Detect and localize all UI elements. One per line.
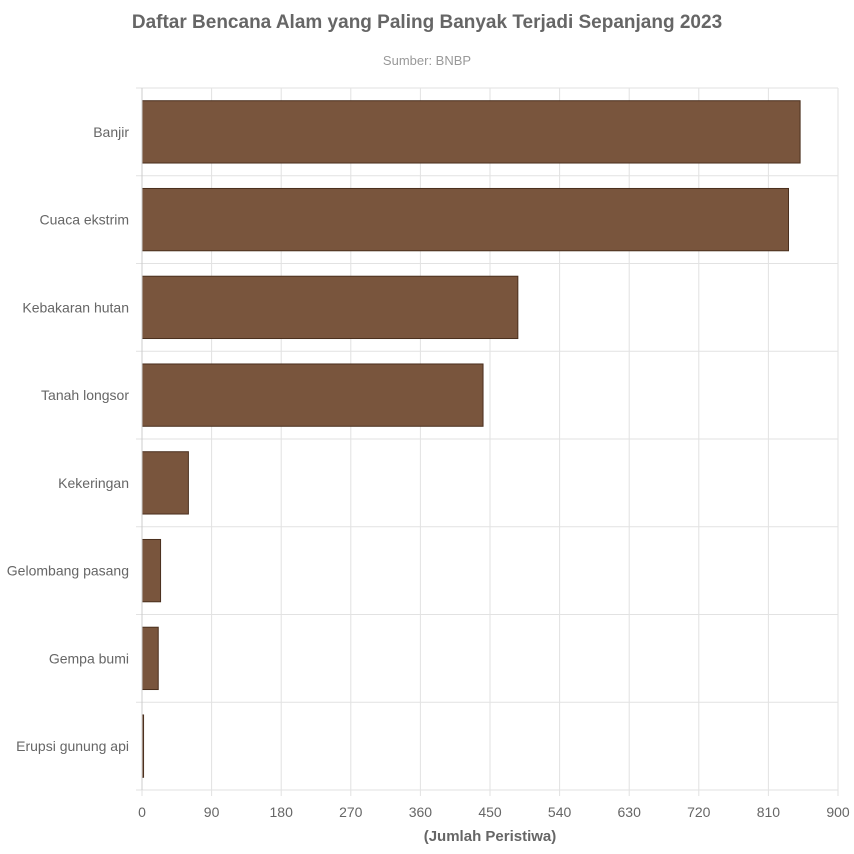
chart-title: Daftar Bencana Alam yang Paling Banyak T…: [131, 12, 723, 33]
y-tick-label-5: Gelombang pasang: [7, 563, 129, 579]
bar-1[interactable]: [141, 187, 790, 252]
chart-subtitle: Sumber: BNBP: [382, 53, 472, 68]
y-tick-label-1: Cuaca ekstrim: [40, 212, 129, 228]
x-axis-label: (Jumlah Peristiwa): [423, 828, 557, 845]
bar-2[interactable]: [141, 275, 519, 340]
bar-0[interactable]: [141, 100, 801, 164]
y-tick-label-3: Tanah longsor: [41, 387, 129, 403]
x-tick-label-3: 270: [339, 804, 363, 820]
x-tick-label-4: 360: [409, 804, 433, 820]
x-tick-label-9: 810: [757, 804, 781, 820]
bar-4[interactable]: [141, 451, 189, 515]
tick-labels: 0 90 180 270 360 450 540 630 720 810 900 Banjir Cuac…: [7, 124, 850, 820]
bar-5[interactable]: [141, 538, 162, 603]
x-tick-label-8: 720: [687, 804, 711, 820]
x-tick-label-10: 900: [826, 804, 850, 820]
x-tick-label-1: 90: [204, 804, 220, 820]
x-tick-label-5: 450: [478, 804, 502, 820]
x-tick-label-2: 180: [270, 804, 294, 820]
y-tick-label-4: Kekeringan: [58, 475, 129, 491]
y-tick-label-7: Erupsi gunung api: [16, 738, 129, 754]
y-tick-label-6: Gempa bumi: [49, 650, 129, 666]
x-tick-label-6: 540: [548, 804, 572, 820]
x-tick-label-0: 0: [138, 804, 146, 820]
y-tick-label-2: Kebakaran hutan: [22, 299, 129, 315]
bar-3[interactable]: [141, 363, 484, 427]
x-tick-label-7: 630: [618, 804, 642, 820]
bar-6[interactable]: [141, 626, 159, 691]
bars: [141, 100, 801, 778]
y-tick-label-0: Banjir: [93, 124, 129, 140]
